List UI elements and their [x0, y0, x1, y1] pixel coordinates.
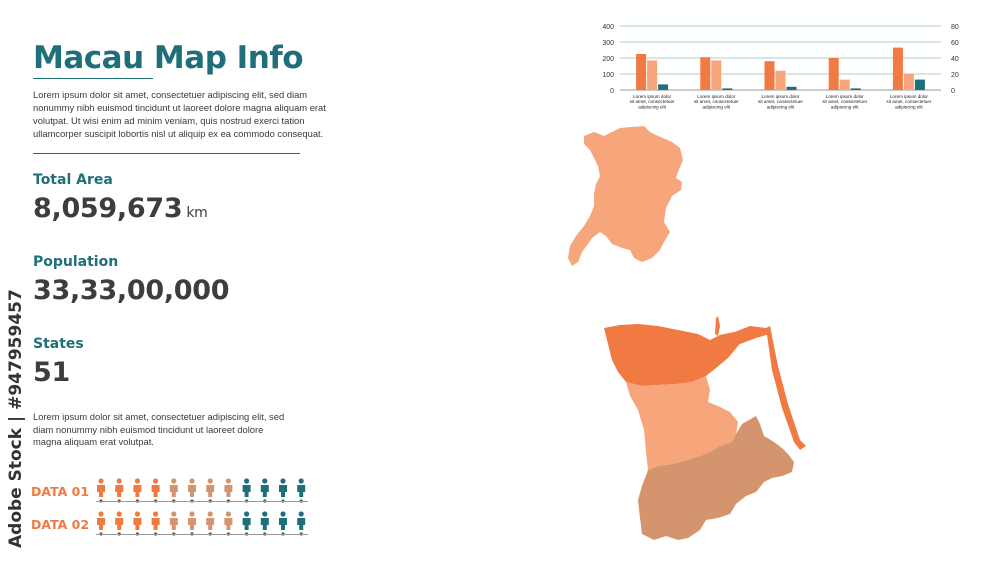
chart-bar: [892, 47, 903, 90]
person-icon: [115, 478, 124, 503]
person-icon: [188, 511, 196, 536]
data-01-baseline: [96, 501, 308, 502]
description-text: Lorem ipsum dolor sit amet, consectetuer…: [33, 411, 285, 447]
data-02-label: DATA 02: [31, 517, 90, 532]
person-icon: [242, 511, 251, 536]
left-tick-label: 200: [602, 56, 614, 63]
person-icon: [297, 511, 306, 536]
data-01-label: DATA 01: [31, 484, 90, 499]
left-tick-label: 0: [610, 88, 614, 95]
population-value: 33,33,00,000: [33, 275, 230, 306]
person-icon: [133, 511, 142, 536]
map-bridge-north: [715, 316, 720, 336]
chart-bar: [828, 58, 839, 90]
map-region-north: [568, 126, 683, 266]
chart-bar: [700, 57, 711, 90]
left-tick-label: 300: [602, 40, 614, 47]
states-value: 51: [33, 357, 70, 388]
chart-bar: [914, 79, 925, 90]
people-icons: [97, 511, 306, 536]
chart-bar: [764, 61, 775, 90]
person-icon: [297, 478, 306, 503]
person-icon: [260, 511, 269, 536]
intro-text: Lorem ipsum dolor sit amet, consectetuer…: [33, 89, 326, 139]
chart-bar: [722, 88, 733, 90]
macau-map: [568, 126, 806, 540]
person-icon: [169, 511, 178, 536]
people-icons: [97, 478, 306, 503]
section-divider: [33, 153, 300, 154]
map-bridge-connector: [720, 326, 770, 350]
area-unit: km: [186, 205, 208, 221]
right-tick-label: 80: [951, 24, 959, 31]
right-tick-label: 0: [951, 88, 955, 95]
right-tick-label: 60: [951, 40, 959, 47]
person-icon: [151, 511, 160, 536]
chart-bar: [647, 60, 658, 90]
left-tick-label: 400: [602, 24, 614, 31]
person-icon: [188, 478, 196, 503]
chart-bar: [850, 88, 861, 90]
total-area-value: 8,059,673 km: [33, 193, 208, 224]
data-02-baseline: [96, 534, 308, 535]
person-icon: [206, 478, 215, 503]
chart-bar: [786, 86, 797, 90]
person-icon: [151, 478, 160, 503]
map-region-coloane: [638, 416, 794, 540]
category-label: Lorem ipsum dolor sit amet, consectetuer a…: [694, 94, 739, 109]
page-title: Macau Map Info: [33, 40, 304, 76]
category-label: Lorem ipsum dolor sit amet, consectetuer a…: [886, 94, 931, 109]
map-region-taipa: [604, 324, 750, 386]
population-label: Population: [33, 254, 119, 270]
category-label: Lorem ipsum dolor sit amet, consectetuer a…: [630, 94, 675, 109]
data-01-people-row: [96, 478, 308, 503]
total-area-number: 8,059,673: [33, 193, 183, 224]
person-icon: [133, 478, 142, 503]
left-tick-label: 100: [602, 72, 614, 79]
chart-bar: [658, 84, 669, 90]
chart-bar: [839, 79, 850, 90]
person-icon: [224, 511, 233, 536]
total-area-label: Total Area: [33, 172, 113, 188]
category-label: Lorem ipsum dolor sit amet, consectetuer a…: [822, 94, 867, 109]
chart-bar: [903, 74, 914, 90]
right-tick-label: 40: [951, 56, 959, 63]
person-icon: [279, 511, 287, 536]
person-icon: [279, 478, 287, 503]
person-icon: [97, 511, 105, 536]
person-icon: [242, 478, 251, 503]
map-bridge: [766, 326, 806, 450]
title-underline: [33, 78, 153, 79]
watermark-text: Adobe Stock | #947959457: [6, 289, 26, 548]
person-icon: [97, 478, 105, 503]
states-label: States: [33, 336, 84, 352]
map-region-cotai: [626, 376, 738, 470]
chart-bar: [775, 70, 786, 90]
chart-bar: [636, 54, 647, 90]
right-tick-label: 20: [951, 72, 959, 79]
person-icon: [169, 478, 178, 503]
person-icon: [206, 511, 215, 536]
chart-bar: [711, 60, 722, 90]
person-icon: [115, 511, 124, 536]
person-icon: [224, 478, 233, 503]
person-icon: [260, 478, 269, 503]
data-02-people-row: [96, 511, 308, 536]
category-label: Lorem ipsum dolor sit amet, consectetuer a…: [758, 94, 803, 109]
